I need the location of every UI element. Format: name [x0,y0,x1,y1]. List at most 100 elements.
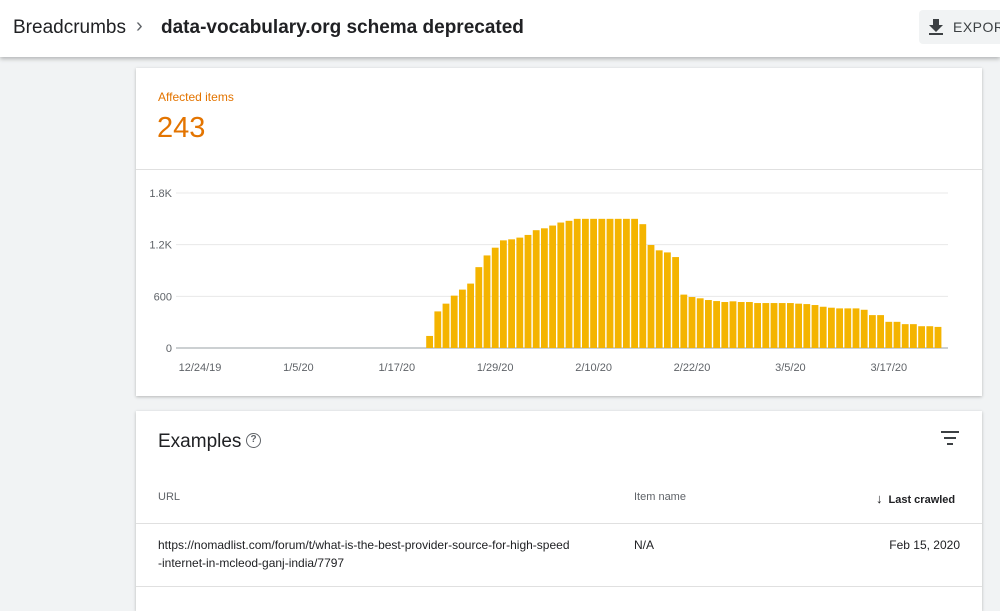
help-icon[interactable]: ? [246,433,261,448]
bar [918,326,925,348]
breadcrumb-separator-icon: › [136,15,143,37]
url-cell[interactable]: https://nomadlist.com/forum/t/what-is-th… [158,536,570,572]
bar [754,303,761,348]
bar [426,335,433,348]
last-crawled-label: Last crawled [888,494,956,506]
bar [672,257,679,348]
bar [573,218,581,348]
bar [565,220,573,348]
bar [467,283,474,348]
y-tick-label: 1.8K [149,188,172,200]
bar [778,303,786,348]
page-title: data-vocabulary.org schema deprecated [161,17,524,38]
bar [647,245,655,348]
column-header-url[interactable]: URL [158,491,181,503]
divider [136,523,982,524]
x-tick-label: 3/17/20 [870,362,907,374]
bar [582,218,589,348]
bar [475,267,483,348]
bar [623,218,630,348]
bar [910,324,917,348]
bar [934,326,942,348]
bar [713,301,720,348]
bar [811,305,819,348]
bar [434,311,442,348]
divider [136,586,982,587]
filter-icon[interactable] [940,431,960,447]
bar [655,250,663,348]
divider [136,169,982,170]
bar [795,303,802,348]
bar [819,306,827,348]
bar [557,222,565,348]
bar [844,308,852,348]
bar [450,295,458,348]
x-tick-label: 2/22/20 [674,362,711,374]
url-line: https://nomadlist.com/forum/t/what-is-th… [158,538,570,552]
bar [762,303,770,348]
affected-items-label: Affected items [158,90,234,104]
bar [664,252,671,348]
bar [459,289,466,348]
bar [549,225,556,348]
y-tick-label: 1.2K [149,240,172,252]
bar [893,321,901,348]
bar [705,300,712,348]
affected-items-chart: 0 600 1.2K 1.8K 12/24/19 1/5/20 1/17/20 1/29/20… [149,188,948,374]
bar [860,309,868,348]
examples-card: Examples ? URL Item name ↓ Last crawled h… [136,411,982,611]
affected-items-card: Affected items 243 0 600 1.2K 1.8K 12/24/19 1… [136,68,982,396]
bar [901,324,909,348]
url-line: -internet-in-mcleod-ganj-india/7797 [158,556,345,570]
bar [770,303,778,348]
bar [442,303,450,348]
bar [746,302,753,348]
bar [885,321,893,348]
bar [598,218,606,348]
bar [926,326,934,348]
y-tick-label: 0 [166,343,172,355]
bar [590,218,597,348]
bar [869,315,876,348]
sort-arrow-down-icon: ↓ [876,491,883,506]
item-name-cell: N/A [634,538,655,552]
bar [803,304,811,348]
top-bar: Breadcrumbs › data-vocabulary.org schema… [0,0,1000,57]
bar [680,294,688,348]
bar [836,308,843,348]
x-tick-label: 1/17/20 [378,362,415,374]
bar [606,218,614,348]
column-header-item-name[interactable]: Item name [634,491,686,503]
bar [532,230,540,348]
x-tick-label: 1/5/20 [283,362,314,374]
bar [508,239,515,348]
x-tick-label: 1/29/20 [477,362,514,374]
bar [541,228,548,348]
bar [500,240,507,348]
breadcrumb[interactable]: Breadcrumbs [13,17,126,38]
bar [787,303,794,348]
bar [614,218,622,348]
bar [639,224,647,348]
export-button[interactable]: EXPOR [919,10,1000,44]
export-label: EXPOR [953,19,1000,35]
bar [524,234,532,348]
x-tick-label: 2/10/20 [575,362,612,374]
x-tick-label: 12/24/19 [179,362,222,374]
bar [721,302,729,348]
bar [516,237,524,348]
bar [852,308,860,348]
y-tick-label: 600 [154,291,172,303]
affected-items-count: 243 [157,112,206,144]
examples-title: Examples [158,431,242,452]
x-tick-label: 3/5/20 [775,362,806,374]
bar [729,301,737,348]
column-header-last-crawled[interactable]: ↓ Last crawled [876,491,955,506]
bar [828,307,835,348]
bar [688,297,696,348]
bar [737,302,745,348]
bar [696,298,704,348]
bar [491,247,499,348]
bar [631,218,638,348]
download-icon [929,19,943,35]
